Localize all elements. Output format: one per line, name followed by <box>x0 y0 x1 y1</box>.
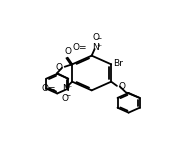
Text: O: O <box>56 63 63 72</box>
Text: N: N <box>92 43 99 52</box>
Text: O=: O= <box>42 84 57 93</box>
Text: O: O <box>62 94 69 103</box>
Text: +: + <box>96 44 101 48</box>
Text: Br: Br <box>114 59 123 68</box>
Text: +: + <box>66 84 71 89</box>
Text: O: O <box>118 82 125 91</box>
Text: O: O <box>92 33 99 42</box>
Text: −: − <box>66 92 71 97</box>
Text: O=: O= <box>72 43 87 52</box>
Text: N: N <box>62 84 69 93</box>
Text: −: − <box>96 35 101 40</box>
Text: O: O <box>64 47 71 56</box>
